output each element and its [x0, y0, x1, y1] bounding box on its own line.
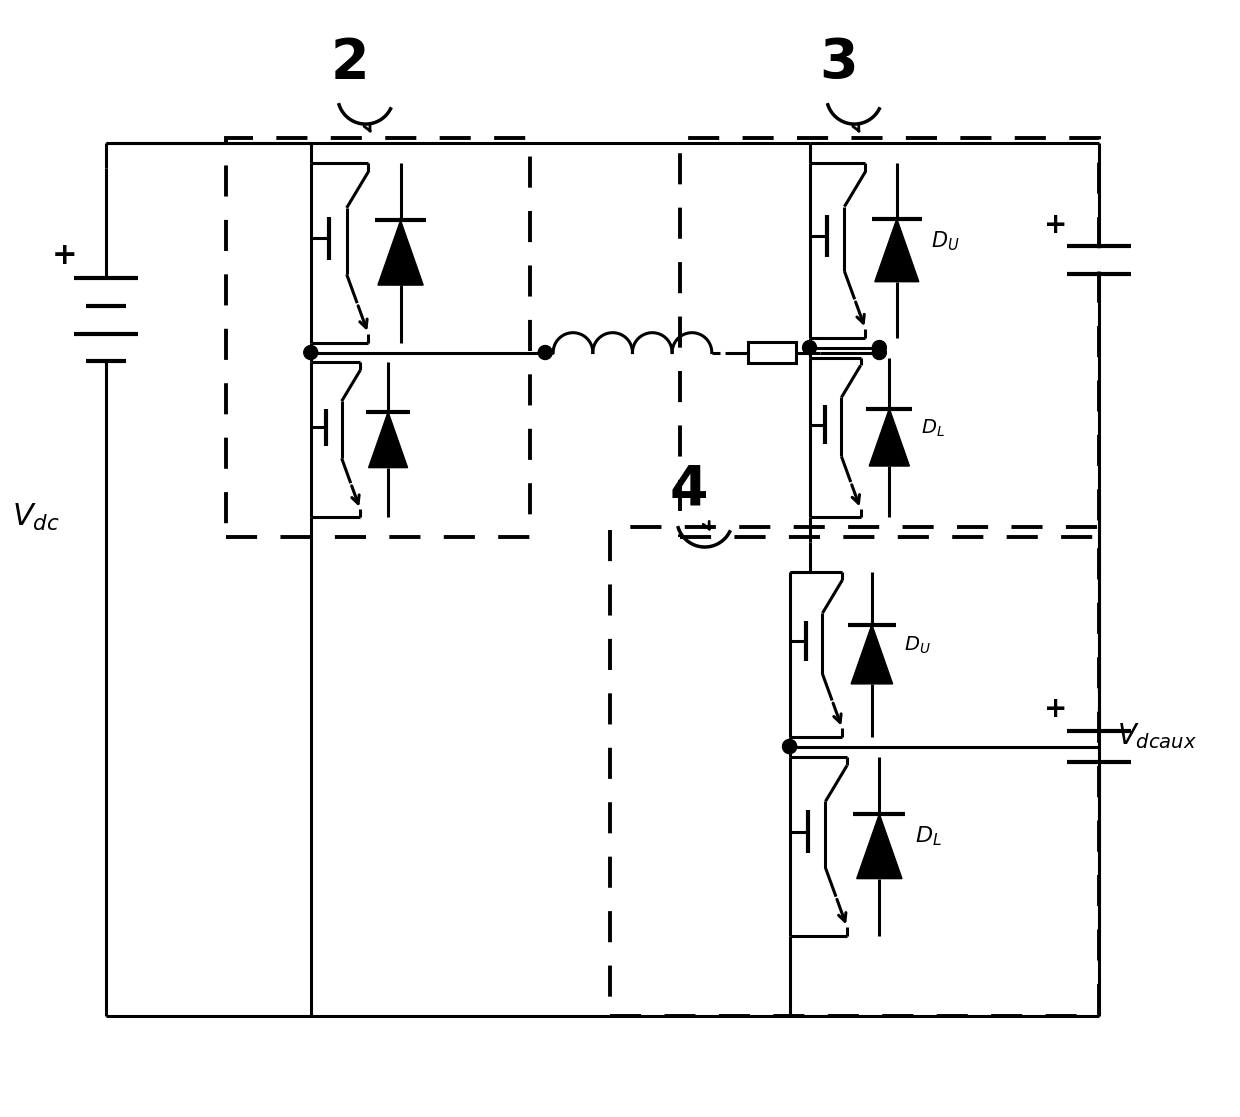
Text: $D_L$: $D_L$: [915, 824, 941, 849]
Polygon shape: [874, 219, 919, 281]
Text: $V_{dcaux}$: $V_{dcaux}$: [1117, 722, 1197, 752]
Polygon shape: [378, 220, 423, 285]
Circle shape: [782, 739, 796, 754]
Text: $D_U$: $D_U$: [931, 229, 960, 252]
Text: +: +: [1044, 211, 1068, 239]
Polygon shape: [368, 412, 408, 468]
Text: +: +: [1044, 695, 1068, 723]
Polygon shape: [857, 814, 901, 879]
Text: 2: 2: [331, 36, 370, 90]
Circle shape: [304, 345, 317, 360]
Text: $V_{dc}$: $V_{dc}$: [11, 502, 60, 533]
Text: +: +: [51, 241, 77, 270]
Circle shape: [802, 341, 816, 354]
Bar: [749, 342, 796, 363]
Circle shape: [873, 345, 887, 360]
Text: $D_U$: $D_U$: [904, 634, 931, 656]
Polygon shape: [869, 409, 909, 466]
Text: $D_L$: $D_L$: [921, 418, 945, 439]
Circle shape: [873, 341, 887, 354]
Circle shape: [538, 345, 552, 360]
Polygon shape: [851, 624, 893, 684]
Text: 3: 3: [820, 36, 858, 90]
Text: 4: 4: [670, 462, 708, 516]
Circle shape: [782, 739, 796, 754]
